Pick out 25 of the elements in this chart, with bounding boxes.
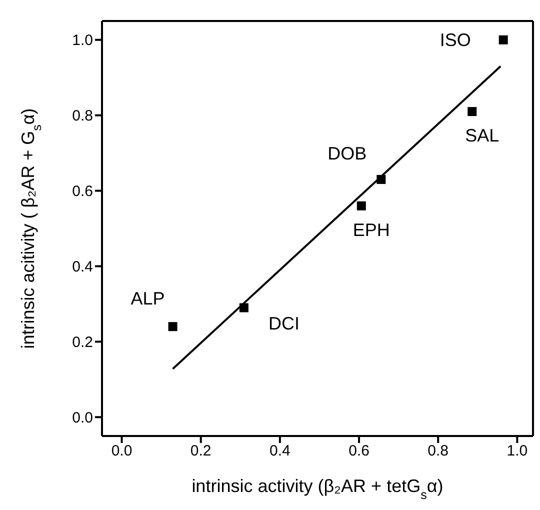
annotation: SAL <box>465 126 500 146</box>
point <box>498 35 508 44</box>
annotation: EPH <box>352 220 390 240</box>
point <box>376 174 386 184</box>
x-tick-label: 0.8 <box>428 442 449 460</box>
x-axis-title: intrinsic activity (β₂AR + tetG$_{s}$α) <box>192 476 444 502</box>
x-tick-label: 1.0 <box>506 442 528 460</box>
y-tick-label: 0.4 <box>72 258 93 276</box>
x-tick-label: 0.2 <box>190 442 212 460</box>
point <box>239 303 248 312</box>
y-tick-label: 0.6 <box>72 183 93 200</box>
x-tick-label: 0.0 <box>111 442 132 460</box>
x-tick-label: 0.4 <box>270 442 290 460</box>
point <box>168 322 178 332</box>
annotation: ISO <box>440 30 471 50</box>
annotation: DOB <box>328 143 367 164</box>
x-tick-label: 0.6 <box>348 442 370 460</box>
y-tick-label: 0.0 <box>72 409 93 426</box>
y-tick-label: 0.2 <box>72 334 93 352</box>
y-tick-label: 0.8 <box>72 108 93 125</box>
y-tick-label: 1.0 <box>72 32 93 50</box>
annotation: DCI <box>268 314 300 334</box>
point <box>356 201 366 210</box>
annotation: ALP <box>130 288 165 309</box>
point <box>468 107 477 116</box>
